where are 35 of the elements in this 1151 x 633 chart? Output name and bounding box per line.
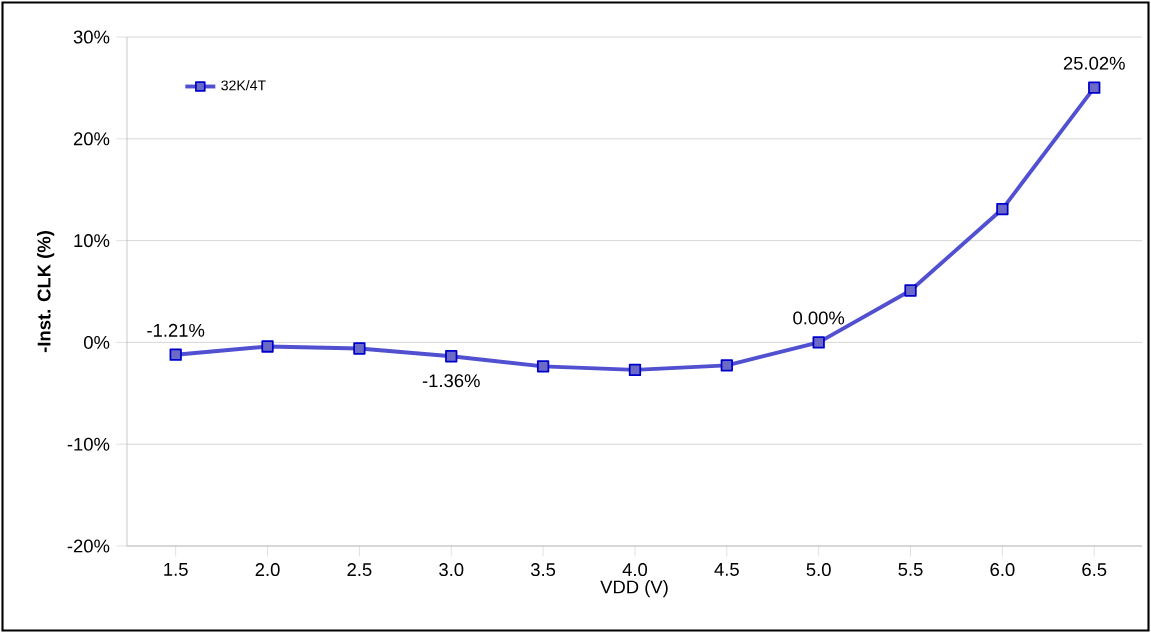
point [169,348,182,361]
y-tick-label: 20% [73,132,110,146]
data-label: -1.21% [147,323,205,337]
x-tick-label: 3.0 [439,563,464,577]
x-tick-label: 1.5 [164,563,188,576]
x-axis-title: VDD (V) [600,579,668,598]
point [904,284,917,297]
y-tick-label: 10% [74,234,110,248]
data-label: -1.36% [422,374,480,388]
x-tick-label: 2.0 [255,563,280,577]
data-label: 0.00% [793,311,845,325]
point [353,342,366,355]
x-tick-label: 6.0 [990,563,1015,577]
point [261,340,274,353]
data-label: 25.02% [1063,56,1125,70]
point [1088,81,1101,94]
x-tick-label: 5.5 [898,563,923,576]
x-tick-label: 3.5 [530,563,556,577]
x-tick-label: 4.0 [622,563,648,577]
y-axis-title: -Inst. CLK (%) [37,231,55,353]
legend-label: 32K/4T [221,80,266,91]
x-tick-label: 2.5 [347,563,372,577]
point [628,363,642,377]
y-tick-label: 30% [73,30,110,44]
point [445,350,458,363]
point [536,360,550,373]
x-tick-label: 5.0 [806,563,831,577]
point [996,202,1009,216]
y-tick-label: -20% [67,539,110,553]
point [720,359,733,372]
x-tick-label: 6.5 [1082,563,1107,577]
x-tick-label: 4.5 [714,563,739,576]
point [812,336,825,349]
y-tick-label: 0% [84,335,110,349]
y-tick-label: -10% [67,437,110,451]
